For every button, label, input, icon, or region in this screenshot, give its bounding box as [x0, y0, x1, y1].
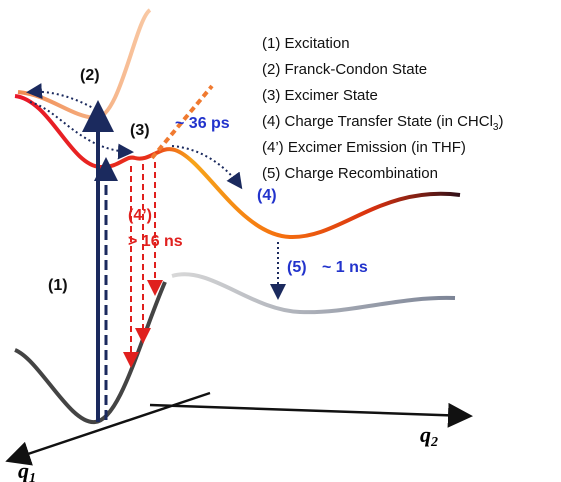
- label: (3): [130, 122, 150, 139]
- legend-text: ): [498, 113, 503, 130]
- q2-label: q2: [420, 422, 438, 450]
- q2-axis: [150, 405, 468, 416]
- label: (2): [80, 67, 100, 84]
- legend-item: (3) Excimer State: [262, 87, 378, 104]
- label: > 16 ns: [128, 233, 183, 250]
- legend-text: (4) Charge Transfer State (in CHCl: [262, 113, 493, 130]
- label: ~ 36 ps: [175, 115, 230, 132]
- legend-item: (2) Franck-Condon State: [262, 61, 427, 78]
- label: (4’): [128, 207, 152, 224]
- q1-label: q1: [18, 458, 36, 482]
- label: (1): [48, 277, 68, 294]
- label: ~ 1 ns: [322, 259, 368, 276]
- axis-subscript: 2: [430, 435, 438, 450]
- label: (4): [257, 187, 277, 204]
- legend: (1) Excitation (2) Franck-Condon State (…: [262, 35, 503, 182]
- axis-subscript: 1: [29, 471, 36, 482]
- axis-symbol: q: [18, 458, 29, 482]
- ground-curve-ct: [172, 274, 455, 312]
- q1-axis: [10, 393, 210, 460]
- diagram: q1 q2 (2) (3) ~ 36 ps (4) (4’) > 16 ns (…: [0, 0, 561, 482]
- legend-item: (5) Charge Recombination: [262, 165, 438, 182]
- legend-item: (4’) Excimer Emission (in THF): [262, 139, 466, 156]
- axis-symbol: q: [420, 422, 431, 447]
- axes: q1 q2: [10, 393, 468, 482]
- legend-item: (4) Charge Transfer State (in CHCl3): [262, 113, 503, 133]
- label: (5): [287, 259, 307, 276]
- ground-curve: [15, 282, 165, 422]
- fc-curve: [18, 10, 150, 118]
- relax-arrow: [30, 102, 130, 152]
- legend-item: (1) Excitation: [262, 35, 350, 52]
